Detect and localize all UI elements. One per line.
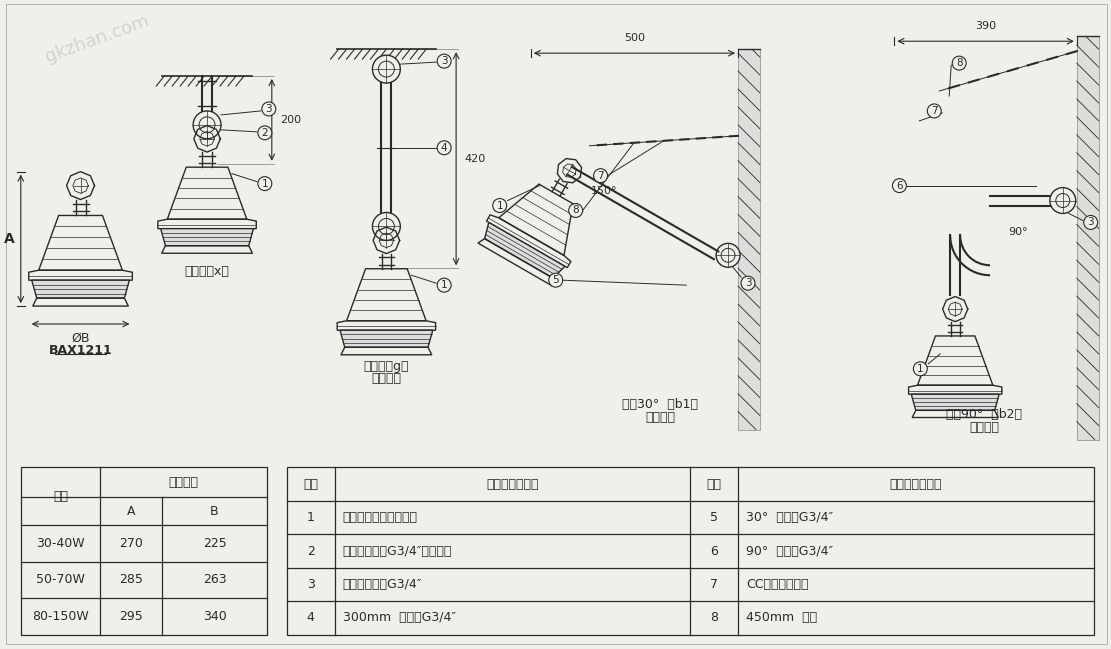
- Text: 3: 3: [1088, 217, 1094, 227]
- Text: A: A: [4, 232, 14, 246]
- Text: 450mm  链条: 450mm 链条: [745, 611, 817, 624]
- Text: 名称型号及规格: 名称型号及规格: [487, 478, 539, 491]
- Text: 防爆吸灯盒：G3/4″: 防爆吸灯盒：G3/4″: [342, 578, 422, 591]
- Text: 30°  弯管：G3/4″: 30° 弯管：G3/4″: [745, 511, 833, 524]
- Text: 名称型号及规格: 名称型号及规格: [890, 478, 942, 491]
- Bar: [21, 467, 267, 635]
- Text: 270: 270: [119, 537, 143, 550]
- Circle shape: [892, 178, 907, 193]
- Text: 8: 8: [572, 206, 579, 215]
- Text: 3: 3: [441, 56, 448, 66]
- Text: ØB: ØB: [71, 332, 90, 345]
- Circle shape: [438, 278, 451, 292]
- Text: 吸杆式（g）: 吸杆式（g）: [363, 360, 409, 373]
- Text: 4: 4: [441, 143, 448, 153]
- Text: 6: 6: [710, 545, 718, 557]
- Text: 340: 340: [202, 610, 227, 623]
- Text: 200: 200: [280, 115, 301, 125]
- Text: 1: 1: [917, 364, 923, 374]
- Text: 序号: 序号: [303, 478, 318, 491]
- Text: CC型锁具螺旋扣: CC型锁具螺旋扣: [745, 578, 809, 591]
- Text: 固态免维护防爆防腥灯: 固态免维护防爆防腥灯: [342, 511, 418, 524]
- Circle shape: [493, 199, 507, 212]
- Text: gkzhan.com: gkzhan.com: [43, 12, 152, 66]
- Text: 30-40W: 30-40W: [37, 537, 84, 550]
- Text: 90°: 90°: [1008, 227, 1028, 238]
- Text: 90°  弯管：G3/4″: 90° 弯管：G3/4″: [745, 545, 833, 557]
- Circle shape: [258, 126, 272, 140]
- Text: 6: 6: [897, 180, 903, 191]
- Text: 配吸灯盒: 配吸灯盒: [371, 373, 401, 386]
- Text: 3: 3: [744, 278, 751, 288]
- Polygon shape: [340, 330, 433, 347]
- Polygon shape: [32, 280, 129, 298]
- Circle shape: [741, 276, 755, 290]
- Text: 3: 3: [266, 104, 272, 114]
- Text: 5: 5: [552, 275, 559, 285]
- Text: 5: 5: [710, 511, 718, 524]
- Circle shape: [593, 169, 608, 182]
- Text: 1: 1: [441, 280, 448, 290]
- Polygon shape: [484, 223, 564, 278]
- Text: 2: 2: [307, 545, 314, 557]
- Circle shape: [438, 141, 451, 154]
- Text: 吸顶式（x）: 吸顶式（x）: [184, 265, 230, 278]
- Text: 2: 2: [261, 128, 268, 138]
- Circle shape: [717, 243, 740, 267]
- Text: 序号: 序号: [707, 478, 722, 491]
- Text: 50-70W: 50-70W: [37, 574, 86, 587]
- Text: 4: 4: [307, 611, 314, 624]
- Text: 8: 8: [710, 611, 718, 624]
- Text: 壁式90°  （b2）: 壁式90° （b2）: [947, 408, 1022, 421]
- Text: 1: 1: [497, 201, 503, 210]
- Text: 390: 390: [975, 21, 997, 31]
- Text: 防爆活接头：G3/4″（双外）: 防爆活接头：G3/4″（双外）: [342, 545, 452, 557]
- Bar: [1077, 36, 1099, 439]
- Text: 500: 500: [624, 33, 644, 43]
- Text: 420: 420: [464, 154, 486, 164]
- Text: 配吸灯盒: 配吸灯盒: [969, 421, 999, 434]
- Text: 3: 3: [307, 578, 314, 591]
- Circle shape: [1083, 215, 1098, 229]
- Text: 配吸灯盒: 配吸灯盒: [645, 411, 675, 424]
- Text: B: B: [210, 505, 219, 518]
- Circle shape: [1050, 188, 1075, 214]
- Polygon shape: [911, 394, 999, 410]
- Circle shape: [262, 102, 276, 116]
- Text: 1: 1: [307, 511, 314, 524]
- Text: 7: 7: [710, 578, 718, 591]
- Text: A: A: [127, 505, 136, 518]
- Circle shape: [258, 177, 272, 191]
- Text: 外形尺寸: 外形尺寸: [169, 476, 199, 489]
- Text: 1: 1: [261, 178, 268, 189]
- Text: 壁式30°  （b1）: 壁式30° （b1）: [622, 398, 699, 411]
- Text: 7: 7: [598, 171, 604, 180]
- Text: 7: 7: [931, 106, 938, 116]
- Circle shape: [928, 104, 941, 118]
- Circle shape: [913, 362, 928, 376]
- Circle shape: [193, 111, 221, 139]
- Bar: [287, 467, 1093, 635]
- Text: 80-150W: 80-150W: [32, 610, 89, 623]
- Circle shape: [438, 54, 451, 68]
- Text: 300mm  直管：G3/4″: 300mm 直管：G3/4″: [342, 611, 456, 624]
- Text: 225: 225: [202, 537, 227, 550]
- Polygon shape: [161, 228, 253, 246]
- Circle shape: [549, 273, 562, 287]
- Circle shape: [372, 55, 400, 83]
- Text: 295: 295: [120, 610, 143, 623]
- Bar: [738, 49, 760, 430]
- Text: 263: 263: [202, 574, 227, 587]
- Circle shape: [952, 56, 967, 70]
- Text: 150°: 150°: [591, 186, 618, 195]
- Text: 8: 8: [955, 58, 962, 68]
- Text: BAX1211: BAX1211: [49, 344, 112, 357]
- Text: 功率: 功率: [53, 490, 68, 503]
- Circle shape: [372, 212, 400, 240]
- Text: 285: 285: [119, 574, 143, 587]
- Circle shape: [569, 204, 582, 217]
